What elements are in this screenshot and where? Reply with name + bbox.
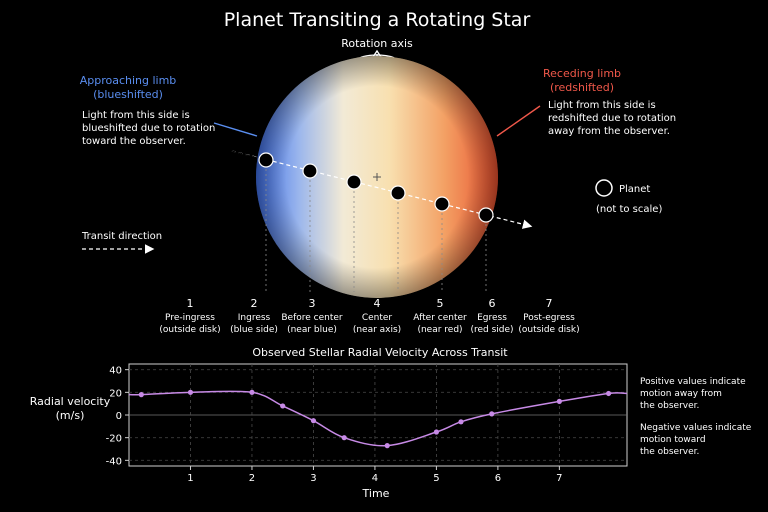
data-point <box>187 389 194 395</box>
receding-limb-text-line: away from the observer. <box>548 126 670 137</box>
phase-label: Post-egress <box>523 313 575 323</box>
positive-note-line: motion away from <box>640 389 722 399</box>
y-tick-label: -20 <box>106 434 122 445</box>
x-tick-label: 2 <box>249 473 255 484</box>
y-tick-label: 0 <box>116 411 122 422</box>
receding-limb-subheading: (redshifted) <box>550 81 614 94</box>
planet-positions <box>258 152 494 223</box>
planet-marker <box>434 196 450 212</box>
negative-note-line: Negative values indicate <box>640 423 752 433</box>
approaching-limb-text-line: toward the observer. <box>82 136 186 147</box>
phase-label: Ingress <box>238 313 271 323</box>
planet-legend-label: Planet <box>619 184 650 195</box>
phase-sublabel: (outside disk) <box>518 325 579 335</box>
x-tick-label: 1 <box>187 473 193 484</box>
phase-label: After center <box>413 313 467 323</box>
page-title: Planet Transiting a Rotating Star <box>224 9 531 31</box>
planet-marker <box>258 152 274 168</box>
phase-label: Egress <box>477 313 507 323</box>
chart-x-label: Time <box>362 487 390 500</box>
data-point <box>341 435 347 441</box>
data-point <box>310 418 317 424</box>
y-tick-label: 20 <box>109 388 122 399</box>
star-center-mark <box>373 173 381 181</box>
phase-label: Before center <box>281 313 343 323</box>
planet-marker <box>346 174 362 190</box>
data-point <box>433 429 440 435</box>
x-tick-label: 4 <box>372 473 378 484</box>
y-tick-label: -40 <box>106 456 122 467</box>
planet-marker <box>302 163 318 179</box>
transit-path <box>231 150 533 229</box>
data-point <box>384 443 390 449</box>
phase-number: 7 <box>546 297 553 310</box>
receding-limb-text-line: redshifted due to rotation <box>548 113 676 124</box>
receding-limb-text-line: Light from this side is <box>548 100 656 111</box>
planet-legend-icon <box>595 179 613 197</box>
phase-label: Center <box>362 313 393 323</box>
phase-sublabel: (blue side) <box>230 325 278 335</box>
receding-limb-note: Receding limb (redshifted) Light from th… <box>496 67 676 137</box>
phase-labels: 1 Pre-ingress (outside disk) 2 Ingress (blue … <box>159 297 579 335</box>
data-point <box>138 392 144 398</box>
series-line <box>128 390 628 447</box>
data-point <box>280 403 286 409</box>
approaching-limb-text-line: blueshifted due to rotation <box>82 123 215 134</box>
receding-limb-pointer <box>496 105 541 137</box>
receding-limb-heading: Receding limb <box>543 67 621 80</box>
planet-marker <box>478 207 494 223</box>
phase-sublabel: (outside disk) <box>159 325 220 335</box>
approaching-limb-pointer <box>213 122 258 137</box>
phase-guides <box>265 169 487 292</box>
scale-note: (not to scale) <box>596 204 662 215</box>
phase-sublabel: (near axis) <box>353 325 401 335</box>
positive-note-line: the observer. <box>640 401 699 411</box>
phase-sublabel: (red side) <box>470 325 513 335</box>
data-point <box>605 390 612 397</box>
data-point <box>556 398 562 404</box>
x-tick-label: 5 <box>433 473 439 484</box>
phase-number: 2 <box>251 297 258 310</box>
negative-note-line: motion toward <box>640 435 706 445</box>
chart-title: Observed Stellar Radial Velocity Across … <box>252 346 508 359</box>
chart-grid <box>129 364 627 466</box>
x-tick-label: 6 <box>495 473 501 484</box>
phase-number: 5 <box>437 297 444 310</box>
x-tick-label: 3 <box>310 473 316 484</box>
series-points <box>138 389 612 449</box>
planet-marker <box>390 185 406 201</box>
approaching-limb-heading: Approaching limb <box>80 74 177 87</box>
approaching-limb-text-line: Light from this side is <box>82 110 190 121</box>
approaching-limb-note: Approaching limb (blueshifted) Light fro… <box>80 74 258 147</box>
negative-note-line: the observer. <box>640 447 699 457</box>
chart-y-label: Radial velocity <box>30 395 111 408</box>
data-point <box>249 389 255 395</box>
positive-note-line: Positive values indicate <box>640 377 746 387</box>
rotation-axis-label: Rotation axis <box>341 37 413 50</box>
chart-y-label-unit: (m/s) <box>56 409 85 422</box>
chart-x-ticks: 1 2 3 4 5 6 7 <box>187 466 563 484</box>
transit-direction-label: Transit direction <box>81 231 162 242</box>
x-tick-label: 7 <box>556 473 562 484</box>
data-point <box>458 419 464 425</box>
chart-y-ticks: 40 20 0 -20 -40 <box>106 366 129 467</box>
phase-sublabel: (near red) <box>417 325 462 335</box>
approaching-limb-subheading: (blueshifted) <box>93 88 163 101</box>
radial-velocity-chart: Observed Stellar Radial Velocity Across … <box>30 346 752 500</box>
phase-number: 3 <box>309 297 316 310</box>
phase-number: 6 <box>489 297 496 310</box>
phase-number: 4 <box>374 297 381 310</box>
y-tick-label: 40 <box>109 366 122 377</box>
phase-sublabel: (near blue) <box>287 325 337 335</box>
phase-number: 1 <box>187 297 194 310</box>
data-point <box>489 411 495 417</box>
phase-label: Pre-ingress <box>165 313 215 323</box>
